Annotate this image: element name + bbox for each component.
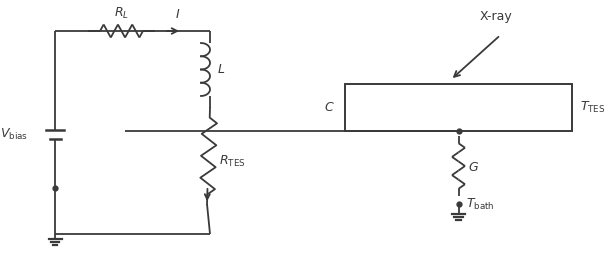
Text: X-ray: X-ray (479, 10, 512, 23)
Text: $L$: $L$ (217, 63, 225, 76)
Text: $T_\mathrm{TES}$: $T_\mathrm{TES}$ (580, 100, 606, 115)
Text: $T_\mathrm{bath}$: $T_\mathrm{bath}$ (467, 196, 495, 211)
Text: $I$: $I$ (175, 8, 181, 21)
Bar (345, 84, 572, 131)
Text: $C$: $C$ (324, 101, 335, 114)
Text: $R_\mathrm{TES}$: $R_\mathrm{TES}$ (219, 153, 245, 168)
Text: $R_L$: $R_L$ (114, 6, 129, 21)
Text: $G$: $G$ (469, 161, 480, 174)
Text: $V_\mathrm{bias}$: $V_\mathrm{bias}$ (0, 126, 28, 142)
